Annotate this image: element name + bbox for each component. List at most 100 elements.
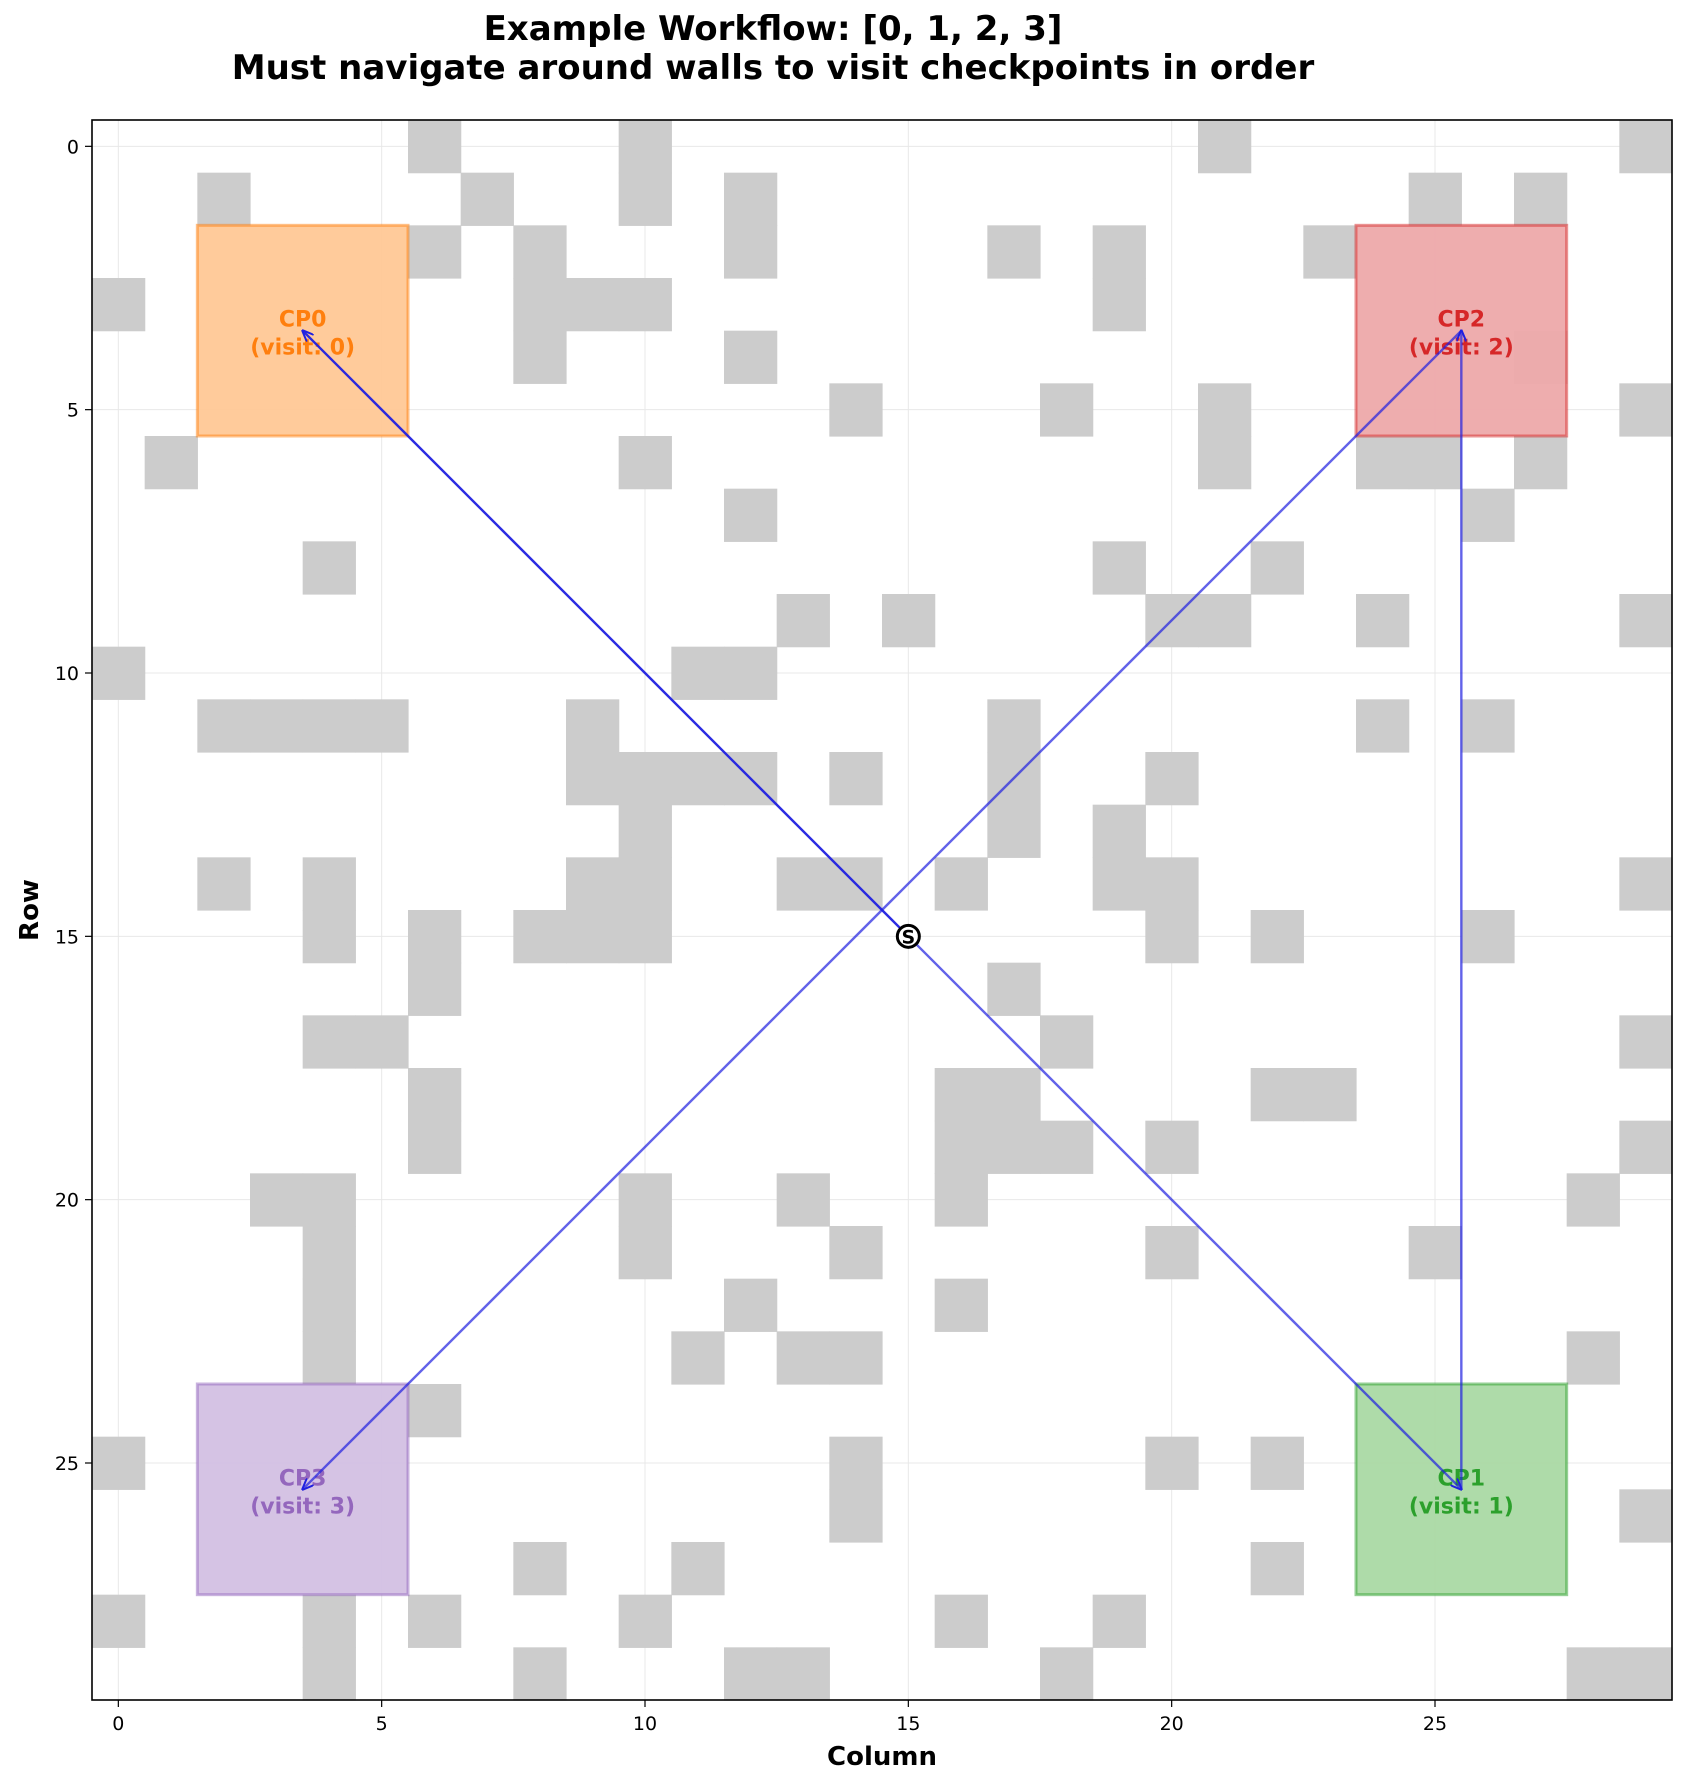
wall-cell [724,330,778,384]
wall-cell [513,330,567,384]
wall-cell [776,1331,830,1385]
start-marker-group: S [895,923,921,949]
wall-cell [618,436,672,490]
wall-cell [1619,857,1673,911]
wall-cell [513,910,567,964]
wall-cell [302,1331,356,1385]
y-tick-label: 15 [55,926,79,948]
wall-cell [1461,488,1515,542]
wall-cell [1566,1647,1620,1701]
x-tick-label: 0 [112,1713,124,1735]
x-tick-label: 15 [896,1713,920,1735]
wall-cell [1145,910,1199,964]
wall-cell [1198,436,1252,490]
wall-cell [460,172,514,226]
wall-cell [1356,699,1410,753]
wall-cell [302,1647,356,1701]
checkpoint-visit-label: (visit: 1) [1409,1494,1514,1519]
wall-cell [934,1120,988,1174]
wall-cell [1092,857,1146,911]
wall-cell [302,699,356,753]
path-arrow [303,331,910,938]
wall-cell [197,699,251,753]
wall-cell [829,1436,883,1490]
wall-cell [1356,594,1410,648]
wall-cell [1619,1489,1673,1543]
checkpoint-label: CP2 [1438,308,1486,333]
wall-cell [1145,1436,1199,1490]
wall-cell [302,1594,356,1648]
wall-cell [250,699,304,753]
wall-cell [197,857,251,911]
wall-cell [724,488,778,542]
wall-cell [724,225,778,279]
wall-cell [92,1436,146,1490]
wall-cell [1619,594,1673,648]
chart-subtitle: Must navigate around walls to visit chec… [232,48,1315,88]
wall-cell [1250,910,1304,964]
wall-cell [776,594,830,648]
wall-cell [1198,594,1252,648]
y-tick-label: 10 [55,663,79,685]
wall-cell [987,225,1041,279]
wall-cell [1145,1120,1199,1174]
wall-cell [618,1594,672,1648]
wall-cell [776,1647,830,1701]
wall-cell [302,1278,356,1332]
wall-cell [987,962,1041,1016]
x-tick-label: 10 [633,1713,657,1735]
wall-cell [302,1226,356,1280]
y-tick-label: 0 [67,136,79,158]
wall-cell [1566,1173,1620,1227]
wall-cell [302,910,356,964]
wall-cell [618,172,672,226]
wall-cell [92,646,146,700]
wall-cell [355,1015,409,1069]
plot-frame [91,119,1673,1701]
wall-cell [355,699,409,753]
wall-cell [1461,910,1515,964]
wall-cell [1040,383,1094,437]
wall-cell [829,1489,883,1543]
wall-cell [1619,1120,1673,1174]
start-label: S [901,926,915,948]
wall-cell [1040,1120,1094,1174]
wall-cell [1356,436,1410,490]
wall-cell [1250,1068,1304,1122]
wall-cell [1566,1331,1620,1385]
wall-cell [618,120,672,174]
walls [92,120,1673,1701]
wall-cell [1514,172,1568,226]
x-axis-label: Column [827,1742,937,1772]
wall-cell [671,752,725,806]
wall-cell [987,804,1041,858]
wall-cell [302,1015,356,1069]
wall-cell [408,1384,462,1438]
wall-cell [1303,225,1357,279]
wall-cell [566,910,620,964]
wall-cell [987,1120,1041,1174]
wall-cell [1619,120,1673,174]
wall-cell [1198,120,1252,174]
wall-cell [302,541,356,595]
wall-cell [987,1068,1041,1122]
checkpoint-visit-label: (visit: 0) [250,336,355,361]
wall-cell [724,1278,778,1332]
wall-cell [92,1594,146,1648]
wall-cell [934,1068,988,1122]
wall-cell [566,857,620,911]
x-tick-label: 20 [1160,1713,1184,1735]
wall-cell [1092,804,1146,858]
wall-cell [1303,1068,1357,1122]
path-arrow [907,935,1461,1489]
wall-cell [566,699,620,753]
wall-cell [1145,752,1199,806]
wall-cell [302,1173,356,1227]
wall-cell [1250,1436,1304,1490]
wall-cell [1619,1015,1673,1069]
wall-cell [1145,857,1199,911]
wall-cell [618,804,672,858]
wall-cell [1092,1594,1146,1648]
wall-cell [934,1278,988,1332]
wall-cell [1092,541,1146,595]
